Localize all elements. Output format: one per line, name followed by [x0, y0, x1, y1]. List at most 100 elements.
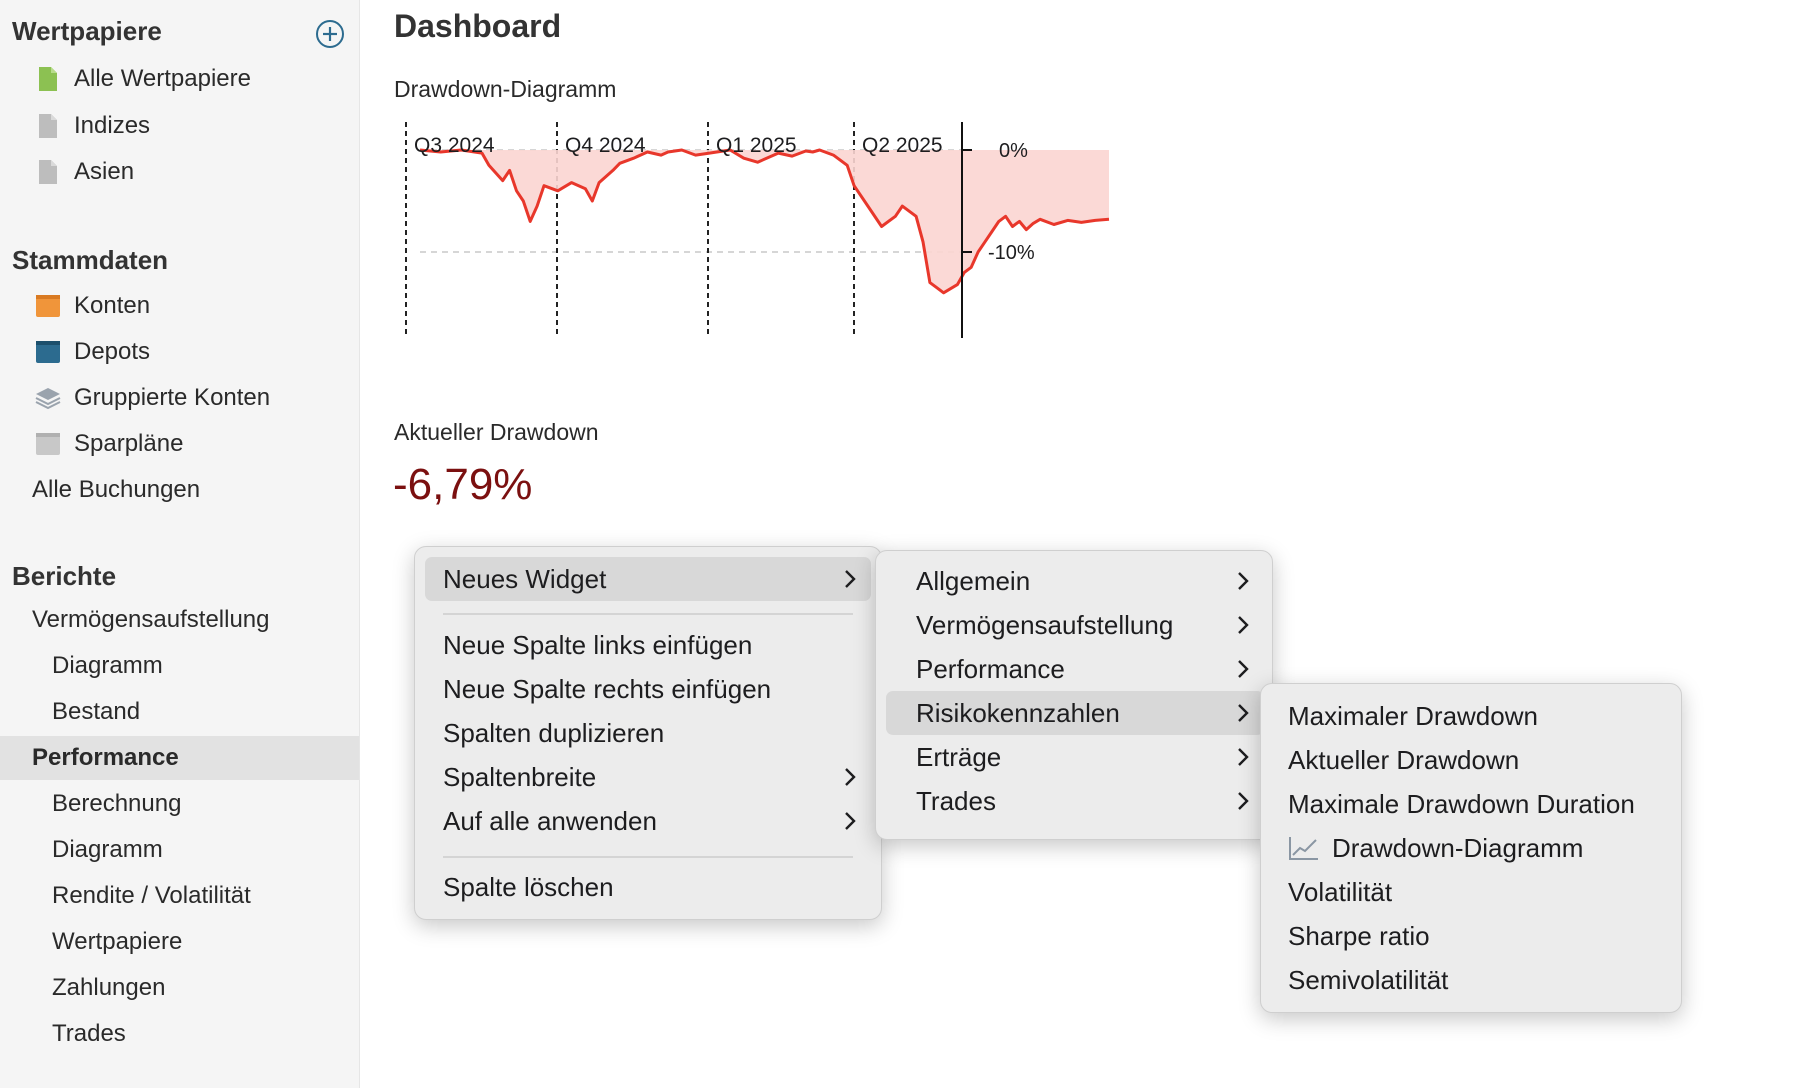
sidebar-item-label: Bestand	[52, 698, 141, 725]
add-icon[interactable]	[315, 19, 345, 49]
context-menu: Neues Widget Neue Spalte links einfügen …	[414, 546, 882, 920]
menu-item-volatilitaet[interactable]: Volatilität	[1271, 870, 1673, 914]
sidebar-item-gruppierte-konten[interactable]: Gruppierte Konten	[0, 376, 359, 420]
sidebar-item-label: Sparpläne	[74, 430, 184, 457]
menu-item-label: Risikokennzahlen	[916, 697, 1120, 728]
sidebar-item-alle-wertpapiere[interactable]: Alle Wertpapiere	[0, 57, 359, 101]
menu-item-spalten-duplizieren[interactable]: Spalten duplizieren	[425, 711, 871, 755]
menu-item-label: Spalte löschen	[443, 871, 614, 902]
menu-item-risikokennzahlen[interactable]: Risikokennzahlen	[886, 691, 1264, 735]
menu-item-label: Neue Spalte rechts einfügen	[443, 673, 772, 704]
menu-item-maximaler-drawdown[interactable]: Maximaler Drawdown	[1271, 694, 1673, 738]
menu-item-ertraege[interactable]: Erträge	[886, 735, 1264, 779]
menu-item-label: Semivolatilität	[1288, 964, 1449, 995]
current-drawdown-value: -6,79%	[393, 460, 533, 509]
sidebar-item-depots[interactable]: Depots	[0, 330, 359, 374]
sidebar-item-label: Wertpapiere	[52, 928, 183, 955]
menu-item-label: Erträge	[916, 741, 1002, 772]
sidebar-item-asien[interactable]: Asien	[0, 150, 359, 194]
menu-item-label: Spaltenbreite	[443, 761, 597, 792]
sidebar-item-vermoegensaufstellung[interactable]: Vermögensaufstellung	[0, 598, 359, 642]
sidebar-item-bestand[interactable]: Bestand	[0, 690, 359, 734]
y-tick-label: -10%	[988, 242, 1035, 264]
menu-item-label: Spalten duplizieren	[443, 717, 665, 748]
menu-item-label: Auf alle anwenden	[443, 805, 657, 836]
sidebar-item-label: Indizes	[74, 112, 151, 139]
sidebar-item-label: Gruppierte Konten	[74, 384, 271, 411]
menu-item-label: Allgemein	[916, 565, 1031, 596]
sidebar-item-label: Rendite / Volatilität	[52, 882, 251, 909]
sidebar-item-label: Alle Buchungen	[32, 476, 201, 503]
menu-item-label: Maximaler Drawdown	[1288, 700, 1538, 731]
chevron-right-icon	[1238, 748, 1249, 766]
chevron-right-icon	[1238, 792, 1249, 810]
document-icon	[39, 67, 57, 91]
menu-item-maximale-drawdown-duration[interactable]: Maximale Drawdown Duration	[1271, 782, 1673, 826]
page-title: Dashboard	[394, 8, 562, 44]
menu-item-neue-spalte-rechts[interactable]: Neue Spalte rechts einfügen	[425, 667, 871, 711]
document-icon	[39, 160, 57, 184]
menu-item-label: Trades	[916, 785, 996, 816]
sidebar-item-rendite-volatilitaet[interactable]: Rendite / Volatilität	[0, 874, 359, 918]
risk-submenu: Maximaler Drawdown Aktueller Drawdown Ma…	[1260, 683, 1682, 1013]
sidebar-item-trades[interactable]: Trades	[0, 1012, 359, 1056]
sidebar-item-label: Diagramm	[52, 836, 163, 863]
sidebar-item-label: Vermögensaufstellung	[32, 606, 270, 633]
sidebar-item-konten[interactable]: Konten	[0, 284, 359, 328]
menu-item-neue-spalte-links[interactable]: Neue Spalte links einfügen	[425, 623, 871, 667]
sidebar-item-alle-buchungen[interactable]: Alle Buchungen	[0, 468, 359, 512]
menu-item-spaltenbreite[interactable]: Spaltenbreite	[425, 755, 871, 799]
menu-item-label: Aktueller Drawdown	[1288, 744, 1520, 775]
menu-item-spalte-loeschen[interactable]: Spalte löschen	[425, 865, 871, 909]
menu-item-auf-alle-anwenden[interactable]: Auf alle anwenden	[425, 799, 871, 843]
menu-item-sharpe-ratio[interactable]: Sharpe ratio	[1271, 914, 1673, 958]
sidebar-item-diagramm-performance[interactable]: Diagramm	[0, 828, 359, 872]
current-drawdown-title: Aktueller Drawdown	[394, 419, 599, 445]
sidebar-item-label: Berechnung	[52, 790, 182, 817]
sidebar-item-diagramm[interactable]: Diagramm	[0, 644, 359, 688]
menu-item-label: Neue Spalte links einfügen	[443, 629, 753, 660]
chevron-right-icon	[1238, 616, 1249, 634]
sidebar-item-sparplaene[interactable]: Sparpläne	[0, 422, 359, 466]
sidebar-item-label: Zahlungen	[52, 974, 166, 1001]
menu-item-allgemein[interactable]: Allgemein	[886, 559, 1264, 603]
menu-item-trades[interactable]: Trades	[886, 779, 1264, 823]
menu-separator	[443, 613, 853, 615]
sidebar-item-wertpapiere[interactable]: Wertpapiere	[0, 920, 359, 964]
sidebar-item-label: Performance	[32, 744, 179, 771]
y-tick-label: 0%	[999, 140, 1028, 162]
menu-item-label: Vermögensaufstellung	[916, 609, 1174, 640]
sidebar-item-label: Depots	[74, 338, 151, 365]
chevron-right-icon	[845, 812, 856, 830]
drawdown-line	[419, 148, 1110, 295]
quarter-label: Q1 2025	[716, 134, 797, 157]
menu-item-semivolatilitaet[interactable]: Semivolatilität	[1271, 958, 1673, 1002]
drawdown-area	[420, 150, 1109, 293]
sidebar: Wertpapiere Alle Wertpapiere Indizes Asi…	[0, 0, 360, 1088]
layers-icon	[35, 388, 61, 410]
menu-separator	[443, 856, 853, 858]
menu-item-label: Sharpe ratio	[1288, 920, 1430, 951]
chart-axes: Q3 2024 Q4 2024 Q1 2025 Q2 2025 0% -10%	[414, 122, 1035, 338]
sidebar-item-zahlungen[interactable]: Zahlungen	[0, 966, 359, 1010]
menu-item-label: Volatilität	[1288, 876, 1393, 907]
sidebar-section-wertpapiere: Wertpapiere	[12, 16, 162, 46]
chevron-right-icon	[1238, 572, 1249, 590]
portfolio-icon	[36, 341, 60, 363]
sidebar-item-berechnung[interactable]: Berechnung	[0, 782, 359, 826]
quarter-label: Q4 2024	[565, 134, 646, 157]
sidebar-item-performance[interactable]: Performance	[0, 736, 359, 780]
menu-item-label: Maximale Drawdown Duration	[1288, 788, 1635, 819]
menu-item-performance[interactable]: Performance	[886, 647, 1264, 691]
sidebar-item-label: Trades	[52, 1020, 126, 1047]
menu-item-aktueller-drawdown[interactable]: Aktueller Drawdown	[1271, 738, 1673, 782]
sidebar-item-indizes[interactable]: Indizes	[0, 104, 359, 148]
menu-item-neues-widget[interactable]: Neues Widget	[425, 557, 871, 601]
account-icon	[36, 295, 60, 317]
chevron-right-icon	[845, 768, 856, 786]
sidebar-item-label: Alle Wertpapiere	[74, 65, 251, 92]
menu-item-vermoegensaufstellung[interactable]: Vermögensaufstellung	[886, 603, 1264, 647]
menu-item-drawdown-diagramm[interactable]: Drawdown-Diagramm	[1271, 826, 1673, 870]
menu-item-label: Performance	[916, 653, 1065, 684]
